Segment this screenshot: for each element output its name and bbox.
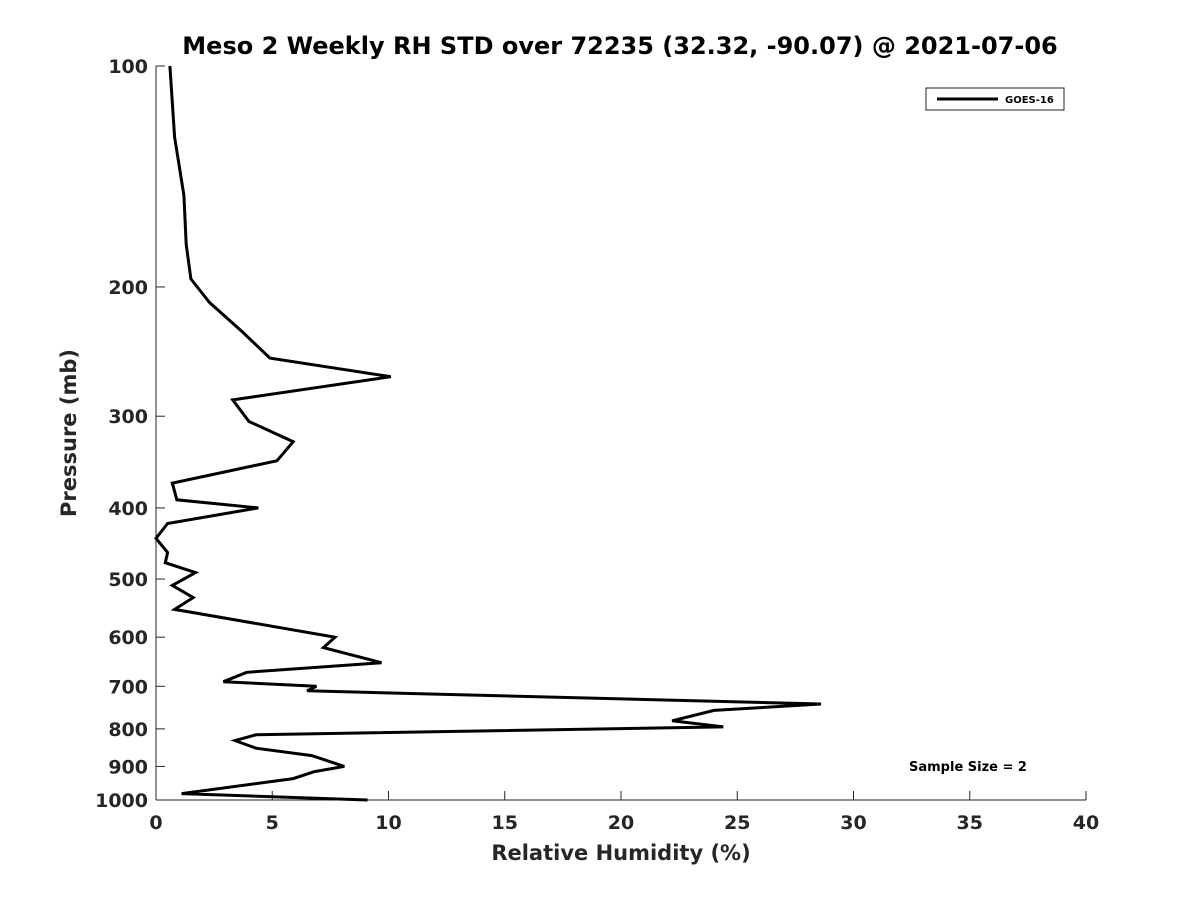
y-tick-label: 500 [108,569,148,591]
x-ticks: 0 5 10 15 20 25 30 35 40 [149,791,1099,834]
x-axis-label: Relative Humidity (%) [491,841,750,865]
y-tick-label: 600 [108,627,148,649]
x-tick-label: 5 [266,812,279,834]
y-tick-label: 400 [108,498,148,520]
series-line-goes-16 [154,65,822,802]
y-tick-label: 800 [108,719,148,741]
x-tick-label: 0 [149,812,162,834]
y-tick-label: 1000 [95,790,148,812]
plot-axes [155,66,1086,801]
y-tick-label: 300 [108,406,148,428]
x-tick-label: 35 [957,812,983,834]
legend-label-goes-16: GOES-16 [1005,95,1054,106]
series-layer [154,65,822,802]
x-tick-label: 30 [840,812,866,834]
y-tick-label: 900 [108,756,148,778]
x-tick-label: 25 [724,812,750,834]
y-tick-label: 100 [108,56,148,78]
sample-size-annotation: Sample Size = 2 [909,760,1027,775]
y-tick-label: 700 [108,676,148,698]
y-ticks: 100 200 300 400 500 600 700 800 900 1000 [95,56,165,812]
x-tick-label: 10 [375,812,401,834]
chart-title: Meso 2 Weekly RH STD over 72235 (32.32, … [182,32,1057,60]
y-axis-label: Pressure (mb) [57,349,81,517]
y-tick-label: 200 [108,277,148,299]
x-tick-label: 15 [492,812,518,834]
x-tick-label: 40 [1073,812,1099,834]
x-tick-label: 20 [608,812,634,834]
legend: GOES-16 [925,87,1065,111]
